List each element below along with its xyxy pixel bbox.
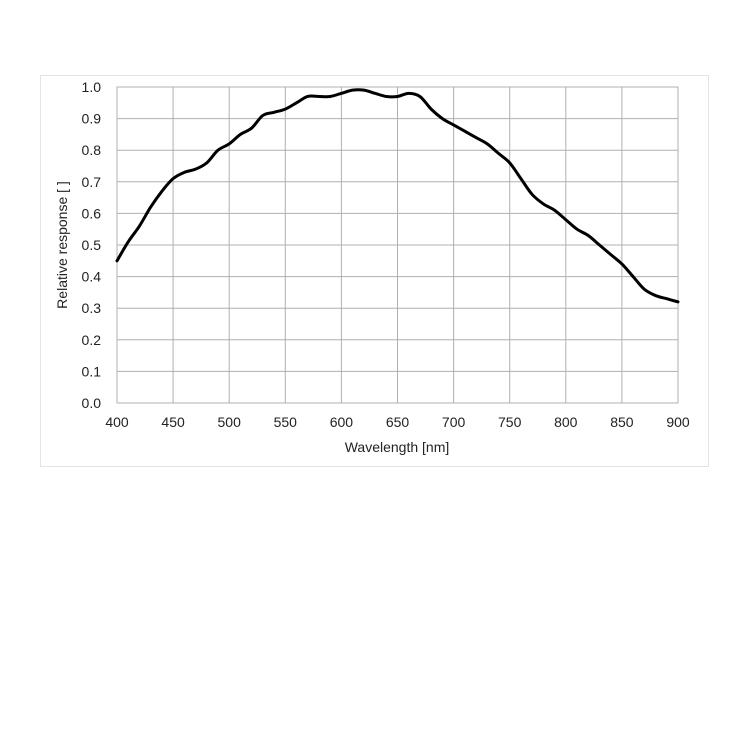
data-point bbox=[385, 95, 388, 98]
x-tick-label: 900 bbox=[666, 414, 690, 430]
x-axis-title: Wavelength [nm] bbox=[345, 439, 450, 455]
x-tick-label: 550 bbox=[274, 414, 298, 430]
data-point bbox=[183, 171, 186, 174]
y-tick-label: 0.6 bbox=[82, 205, 102, 221]
plot-border bbox=[116, 86, 679, 404]
x-axis-tick-labels: 400 450 500 550 600 650 700 750 800 850 900 bbox=[105, 414, 690, 430]
data-point bbox=[172, 177, 175, 180]
data-point bbox=[396, 95, 399, 98]
chart-frame bbox=[40, 75, 709, 467]
y-tick-label: 0.4 bbox=[82, 269, 102, 285]
x-tick-label: 750 bbox=[498, 414, 522, 430]
data-point bbox=[643, 288, 646, 291]
data-point bbox=[194, 168, 197, 171]
y-tick-label: 0.7 bbox=[82, 174, 102, 190]
data-point bbox=[497, 152, 500, 155]
y-tick-label: 0.9 bbox=[82, 111, 102, 127]
data-point bbox=[239, 133, 242, 136]
y-axis-tick-labels: 0.0 0.1 0.2 0.3 0.4 0.5 0.6 0.7 0.8 0.9 1.0 bbox=[82, 79, 102, 411]
data-point bbox=[418, 95, 421, 98]
data-point bbox=[295, 101, 298, 104]
data-point bbox=[508, 161, 511, 164]
data-point bbox=[116, 259, 119, 262]
data-point bbox=[362, 89, 365, 92]
y-tick-label: 0.0 bbox=[82, 395, 102, 411]
series bbox=[115, 88, 680, 304]
data-point bbox=[430, 108, 433, 111]
data-point bbox=[160, 190, 163, 193]
data-point bbox=[564, 218, 567, 221]
data-point bbox=[576, 228, 579, 231]
data-point bbox=[127, 240, 130, 243]
data-point bbox=[542, 202, 545, 205]
data-point bbox=[261, 114, 264, 117]
data-point bbox=[317, 95, 320, 98]
data-point bbox=[205, 161, 208, 164]
x-tick-label: 800 bbox=[554, 414, 578, 430]
data-point bbox=[654, 294, 657, 297]
response-curve-line bbox=[115, 88, 680, 304]
y-axis-title: Relative response [ ] bbox=[54, 181, 70, 309]
data-point bbox=[475, 136, 478, 139]
x-tick-label: 850 bbox=[610, 414, 634, 430]
x-tick-label: 650 bbox=[386, 414, 410, 430]
data-point bbox=[407, 92, 410, 95]
data-point bbox=[329, 95, 332, 98]
grid bbox=[116, 86, 679, 404]
data-point bbox=[216, 149, 219, 152]
data-point bbox=[228, 142, 231, 145]
y-tick-label: 0.3 bbox=[82, 300, 102, 316]
data-point bbox=[632, 275, 635, 278]
data-point bbox=[598, 244, 601, 247]
y-tick-label: 0.5 bbox=[82, 237, 102, 253]
data-point bbox=[620, 262, 623, 265]
data-point bbox=[138, 225, 141, 228]
x-tick-label: 700 bbox=[442, 414, 466, 430]
x-tick-label: 500 bbox=[218, 414, 242, 430]
data-point bbox=[374, 92, 377, 95]
data-point bbox=[441, 117, 444, 120]
data-point bbox=[463, 130, 466, 133]
y-tick-label: 0.2 bbox=[82, 332, 102, 348]
data-point bbox=[609, 253, 612, 256]
y-tick-label: 1.0 bbox=[82, 79, 102, 95]
data-point bbox=[273, 111, 276, 114]
plot-area-border bbox=[116, 86, 679, 404]
data-point bbox=[149, 206, 152, 209]
data-point bbox=[340, 92, 343, 95]
data-point bbox=[553, 209, 556, 212]
data-point bbox=[452, 123, 455, 126]
data-point bbox=[306, 95, 309, 98]
x-tick-label: 450 bbox=[161, 414, 185, 430]
y-tick-label: 0.1 bbox=[82, 363, 102, 379]
data-point bbox=[587, 234, 590, 237]
data-point bbox=[531, 193, 534, 196]
data-point bbox=[284, 108, 287, 111]
data-point bbox=[486, 142, 489, 145]
data-point bbox=[250, 127, 253, 130]
y-tick-label: 0.8 bbox=[82, 142, 102, 158]
data-point bbox=[677, 300, 680, 303]
x-tick-label: 600 bbox=[330, 414, 354, 430]
x-tick-label: 400 bbox=[105, 414, 129, 430]
data-point bbox=[351, 89, 354, 92]
data-point bbox=[665, 297, 668, 300]
data-point bbox=[519, 177, 522, 180]
